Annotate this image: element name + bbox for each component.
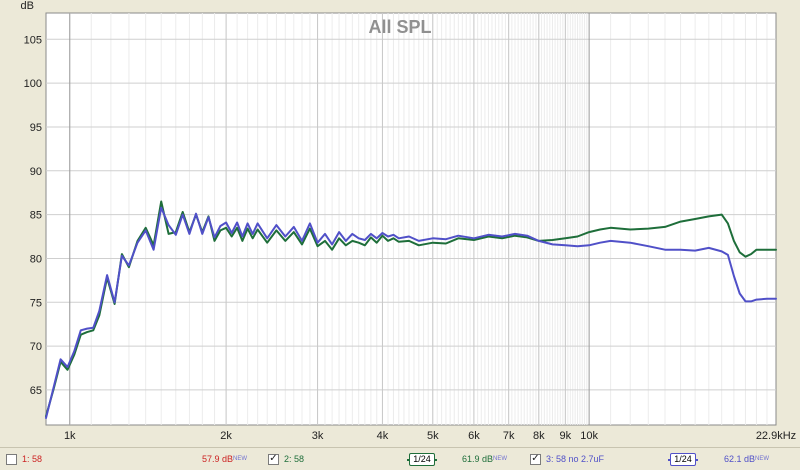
legend-2-smoothing[interactable]: 1/24 (407, 452, 437, 466)
legend-1-checkbox[interactable] (6, 453, 17, 465)
x-tick-label: 6k (468, 430, 480, 442)
legend-1-value-wrap: 57.9 dB NEW (202, 451, 247, 467)
legend-2-value: 61.9 dB (462, 454, 494, 464)
legend-3-smoothing-label: 1/24 (670, 452, 696, 466)
legend-bar: 1: 58 57.9 dB NEW ✓ 2: 58 1/24 61.9 dB NEW… (0, 447, 800, 470)
legend-1-value: 57.9 dB (202, 454, 234, 464)
y-tick-label: 80 (30, 253, 42, 265)
legend-2-new-badge: NEW (493, 456, 508, 462)
y-tick-label: 70 (30, 341, 42, 353)
x-tick-label: 9k (560, 430, 572, 442)
x-tick-label: 5k (427, 430, 439, 442)
y-tick-label: 65 (30, 385, 42, 397)
legend-item-2: ✓ 2: 58 (268, 451, 304, 467)
x-tick-label: 3k (312, 430, 324, 442)
grid-lines (46, 13, 776, 425)
legend-3-value-wrap: 62.1 dB NEW (724, 451, 769, 467)
legend-3-new-badge: NEW (755, 456, 770, 462)
x-tick-label: 22.9kHz (756, 430, 796, 442)
y-tick-label: 95 (30, 122, 42, 134)
x-tick-label: 7k (503, 430, 515, 442)
legend-2-value-wrap: 61.9 dB NEW (462, 451, 507, 467)
y-tick-label: 105 (24, 34, 42, 46)
x-tick-label: 2k (220, 430, 232, 442)
y-axis-label: dB (21, 0, 34, 12)
legend-3-checkbox[interactable]: ✓ (530, 453, 541, 465)
legend-3-value: 62.1 dB (724, 454, 756, 464)
y-tick-label: 100 (24, 78, 42, 90)
x-tick-label: 10k (580, 430, 598, 442)
chart-title: All SPL (368, 17, 431, 37)
legend-2-checkbox[interactable]: ✓ (268, 453, 279, 465)
x-tick-label: 1k (64, 430, 76, 442)
plot-frame (45, 12, 777, 426)
legend-3-name: 3: 58 no 2.7uF (546, 454, 605, 464)
x-tick-label: 8k (533, 430, 545, 442)
y-tick-label: 90 (30, 166, 42, 178)
legend-item-1: 1: 58 (6, 451, 42, 467)
legend-item-3: ✓ 3: 58 no 2.7uF (530, 451, 604, 467)
y-tick-label: 75 (30, 297, 42, 309)
series-line-2 (45, 200, 777, 418)
y-tick-label: 85 (30, 210, 42, 222)
legend-3-smoothing[interactable]: 1/24 (668, 452, 698, 466)
spl-chart: 65 70 75 80 85 90 95 100 105 1k 2k 3k 4k 5k 6k 7k 8k 9k 10… (21, 0, 797, 442)
legend-1-name: 1: 58 (22, 454, 43, 464)
legend-2-smoothing-label: 1/24 (409, 452, 435, 466)
series-layer (45, 200, 777, 419)
series-line-3 (45, 206, 777, 419)
x-tick-label: 4k (377, 430, 389, 442)
axis-layer: 65 70 75 80 85 90 95 100 105 1k 2k 3k 4k 5k 6k 7k 8k 9k 10… (24, 34, 797, 442)
legend-1-new-badge: NEW (233, 456, 248, 462)
legend-2-name: 2: 58 (284, 454, 305, 464)
